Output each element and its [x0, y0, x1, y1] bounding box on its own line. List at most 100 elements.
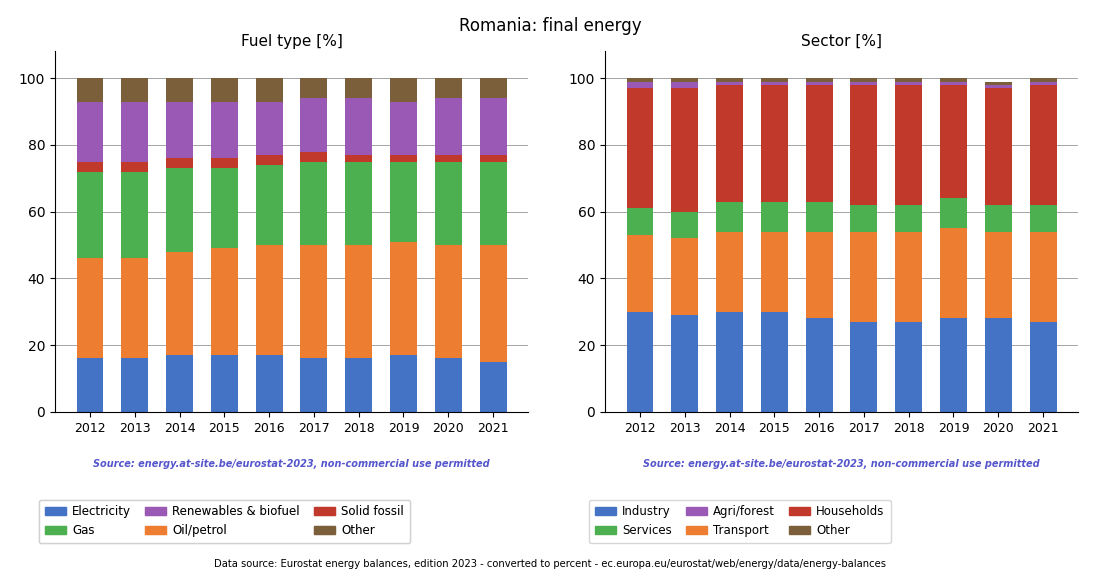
Title: Fuel type [%]: Fuel type [%] — [241, 34, 342, 49]
Bar — [627, 235, 653, 312]
Bar — [434, 162, 462, 245]
Bar — [895, 232, 922, 321]
Bar — [255, 102, 283, 155]
Bar — [671, 88, 698, 212]
Bar — [716, 232, 742, 312]
Bar — [300, 98, 328, 152]
Bar — [1030, 205, 1056, 232]
Bar — [940, 319, 967, 412]
Bar — [480, 98, 506, 155]
Bar — [627, 78, 653, 82]
Bar — [984, 88, 1012, 205]
Bar — [77, 259, 103, 359]
Bar — [77, 359, 103, 412]
Bar — [434, 78, 462, 98]
Bar — [121, 359, 148, 412]
Bar — [480, 155, 506, 162]
Bar — [805, 202, 833, 232]
Bar — [627, 88, 653, 208]
Bar — [390, 155, 417, 162]
Bar — [895, 82, 922, 85]
Bar — [627, 208, 653, 235]
Bar — [345, 78, 372, 98]
Bar — [300, 359, 328, 412]
Bar — [850, 321, 878, 412]
Text: Romania: final energy: Romania: final energy — [459, 17, 641, 35]
Bar — [627, 82, 653, 88]
Bar — [480, 162, 506, 245]
Bar — [300, 162, 328, 245]
Bar — [390, 162, 417, 241]
Bar — [255, 78, 283, 102]
Bar — [390, 355, 417, 412]
Bar — [255, 245, 283, 355]
Bar — [984, 85, 1012, 88]
Bar — [121, 172, 148, 259]
Bar — [1030, 321, 1056, 412]
Bar — [671, 212, 698, 239]
Bar — [940, 85, 967, 198]
Bar — [761, 232, 788, 312]
Bar — [434, 98, 462, 155]
Bar — [77, 162, 103, 172]
Bar — [166, 78, 192, 102]
Title: Sector [%]: Sector [%] — [801, 34, 882, 49]
Bar — [805, 85, 833, 202]
Bar — [166, 355, 192, 412]
Bar — [77, 78, 103, 102]
Bar — [255, 355, 283, 412]
Bar — [255, 155, 283, 165]
Bar — [480, 362, 506, 412]
Bar — [1030, 85, 1056, 205]
Bar — [671, 239, 698, 315]
Bar — [211, 248, 238, 355]
Bar — [761, 78, 788, 82]
Bar — [480, 78, 506, 98]
Bar — [850, 205, 878, 232]
Bar — [940, 198, 967, 228]
Bar — [166, 168, 192, 252]
Bar — [805, 319, 833, 412]
Text: Source: energy.at-site.be/eurostat-2023, non-commercial use permitted: Source: energy.at-site.be/eurostat-2023,… — [94, 459, 490, 468]
Legend: Electricity, Gas, Renewables & biofuel, Oil/petrol, Solid fossil, Other: Electricity, Gas, Renewables & biofuel, … — [39, 499, 410, 543]
Bar — [390, 102, 417, 155]
Bar — [166, 252, 192, 355]
Bar — [984, 205, 1012, 232]
Bar — [805, 82, 833, 85]
Bar — [850, 85, 878, 205]
Bar — [345, 98, 372, 155]
Bar — [805, 78, 833, 82]
Bar — [434, 359, 462, 412]
Bar — [121, 78, 148, 102]
Bar — [984, 232, 1012, 319]
Bar — [716, 78, 742, 82]
Bar — [121, 162, 148, 172]
Bar — [1030, 82, 1056, 85]
Bar — [761, 82, 788, 85]
Bar — [166, 102, 192, 158]
Bar — [345, 245, 372, 359]
Bar — [345, 155, 372, 162]
Bar — [850, 82, 878, 85]
Bar — [671, 315, 698, 412]
Bar — [895, 78, 922, 82]
Bar — [211, 168, 238, 248]
Bar — [895, 205, 922, 232]
Bar — [761, 202, 788, 232]
Bar — [984, 82, 1012, 85]
Bar — [434, 245, 462, 359]
Bar — [121, 259, 148, 359]
Bar — [895, 85, 922, 205]
Bar — [940, 78, 967, 82]
Bar — [121, 102, 148, 162]
Bar — [211, 355, 238, 412]
Legend: Industry, Services, Agri/forest, Transport, Households, Other: Industry, Services, Agri/forest, Transpo… — [588, 499, 891, 543]
Bar — [805, 232, 833, 319]
Bar — [300, 152, 328, 162]
Bar — [77, 102, 103, 162]
Bar — [1030, 78, 1056, 82]
Bar — [390, 241, 417, 355]
Bar — [77, 172, 103, 259]
Bar — [1030, 232, 1056, 321]
Bar — [940, 228, 967, 319]
